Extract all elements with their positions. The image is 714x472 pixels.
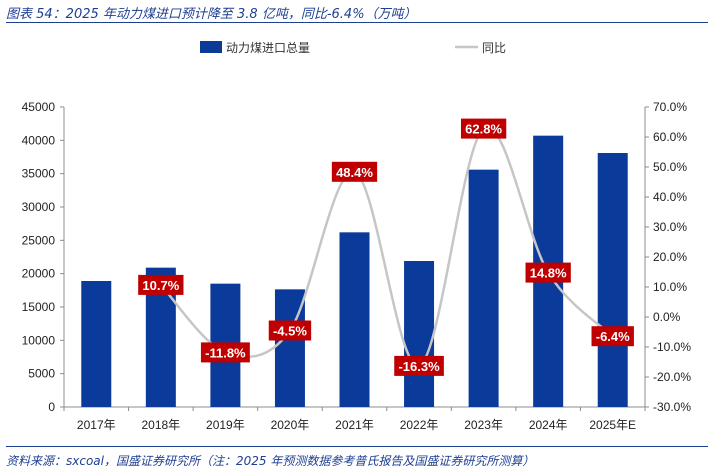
y-left-tick-label: 15000: [22, 300, 56, 314]
data-label-bg: [460, 118, 507, 139]
bar: [597, 153, 628, 407]
bar: [339, 232, 370, 407]
data-label-bg: [138, 274, 184, 295]
data-label-bg: [200, 342, 250, 363]
bar: [81, 281, 112, 407]
legend-bar-label: 动力煤进口总量: [226, 41, 310, 55]
source-rule: [6, 446, 708, 447]
data-label-bg: [331, 161, 378, 182]
data-label-text: 62.8%: [465, 122, 502, 137]
bar: [404, 261, 435, 407]
yoy-line: [159, 126, 614, 368]
data-label-bg: [268, 320, 312, 341]
data-label: 62.8%: [460, 118, 507, 139]
y-left-tick-label: 0: [48, 400, 55, 414]
y-left-tick-label: 20000: [22, 267, 56, 281]
data-label-text: 48.4%: [336, 165, 373, 180]
figure-title: 图表 54：2025 年动力煤进口预计降至 3.8 亿吨，同比-6.4%（万吨）: [6, 7, 417, 22]
y-right-tick-label: -30.0%: [653, 400, 691, 414]
y-right-tick-label: 20.0%: [653, 250, 687, 264]
x-tick-label: 2018年: [141, 418, 180, 432]
y-left-tick-label: 10000: [22, 333, 56, 347]
y-left-tick-label: 25000: [22, 233, 56, 247]
x-tick-label: 2021年: [335, 418, 374, 432]
data-label: -6.4%: [591, 326, 634, 347]
y-left-tick-label: 30000: [22, 200, 56, 214]
x-tick-label: 2020年: [271, 418, 310, 432]
y-left-tick-label: 45000: [22, 100, 56, 114]
y-right-tick-label: 0.0%: [653, 310, 681, 324]
yoy-line-layer: [159, 126, 614, 368]
figure-source: 资料来源：sxcoal，国盛证券研究所（注：2025 年预测数据参考普氏报告及国…: [6, 454, 535, 468]
data-label: 48.4%: [331, 161, 378, 182]
data-label-text: -16.3%: [398, 359, 440, 374]
y-right-tick-label: 60.0%: [653, 130, 687, 144]
data-label: -11.8%: [200, 342, 250, 363]
y-right-tick-label: 50.0%: [653, 160, 687, 174]
bar: [468, 169, 499, 407]
y-right-tick-label: -20.0%: [653, 370, 691, 384]
y-right-tick-label: 70.0%: [653, 100, 687, 114]
x-tick-label: 2017年: [77, 418, 116, 432]
y-left-tick-label: 5000: [28, 367, 55, 381]
legend-bar-swatch: [200, 41, 222, 53]
data-label-text: -4.5%: [273, 324, 307, 339]
y-right-tick-label: 40.0%: [653, 190, 687, 204]
y-right-tick-label: 30.0%: [653, 220, 687, 234]
data-label-text: 10.7%: [142, 278, 179, 293]
x-tick-label: 2022年: [400, 418, 439, 432]
title-rule: [6, 22, 708, 23]
data-label: 10.7%: [138, 274, 184, 295]
x-tick-label: 2023年: [464, 418, 503, 432]
data-label: -16.3%: [394, 355, 444, 376]
y-right-tick-label: 10.0%: [653, 280, 687, 294]
data-label-bg: [591, 326, 634, 347]
data-label-text: -6.4%: [596, 329, 630, 344]
x-tick-label: 2024年: [529, 418, 568, 432]
legend: 动力煤进口总量 同比: [200, 41, 506, 55]
data-labels: 10.7% -11.8% -4.5% 48.4% -16.3% 62.8% 14.8% -6.…: [138, 118, 634, 376]
y-right-tick-label: -10.0%: [653, 340, 691, 354]
data-label: 14.8%: [525, 262, 571, 283]
data-label: -4.5%: [268, 320, 312, 341]
y-left-tick-label: 35000: [22, 167, 56, 181]
x-tick-label: 2019年: [206, 418, 245, 432]
data-label-bg: [525, 262, 571, 283]
data-label-text: 14.8%: [530, 266, 567, 281]
data-label-bg: [394, 355, 444, 376]
data-label-text: -11.8%: [205, 345, 246, 360]
legend-line-label: 同比: [482, 41, 506, 55]
x-tick-label: 2025年E: [589, 418, 636, 432]
y-left-tick-label: 40000: [22, 133, 56, 147]
